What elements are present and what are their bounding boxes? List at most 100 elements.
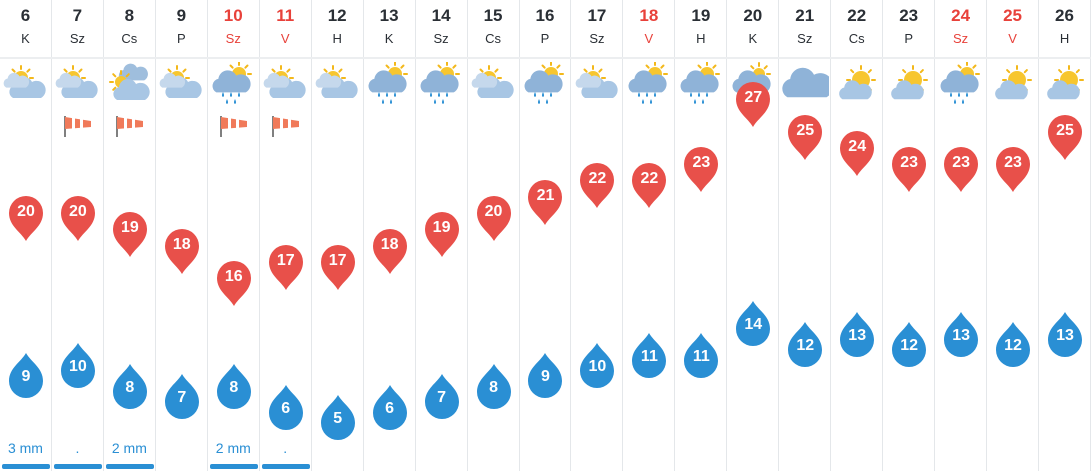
day-weekday: Cs (121, 31, 138, 46)
day-column[interactable]: 12 H 17 5 (312, 0, 364, 471)
day-column[interactable]: 16 P 21 9 (520, 0, 572, 471)
sun-rain-icon (417, 61, 465, 110)
precipitation-bar (2, 464, 50, 469)
day-column[interactable]: 20 K 27 14 (727, 0, 780, 471)
day-weekday: H (696, 31, 706, 46)
low-temp-marker: 13 (839, 311, 875, 357)
day-date: 17 (587, 6, 607, 25)
day-column[interactable]: 24 Sz 23 13 (935, 0, 988, 471)
day-column[interactable]: 26 H 25 13 (1039, 0, 1091, 471)
high-temp-value: 20 (69, 203, 87, 220)
day-weekday: P (540, 31, 550, 46)
sun-rain-icon (521, 61, 569, 110)
day-column[interactable]: 10 Sz 16 8 2 mm (208, 0, 260, 471)
low-temp-marker: 5 (320, 394, 356, 440)
partly-cloudy-icon (573, 62, 621, 110)
day-column[interactable]: 17 Sz 22 10 (571, 0, 624, 471)
sunny-cloud-icon (1041, 62, 1089, 110)
day-column[interactable]: 14 Sz 19 7 (416, 0, 468, 471)
day-column[interactable]: 6 K 20 9 3 mm (0, 0, 52, 471)
high-temp-value: 16 (224, 268, 243, 286)
high-temp-marker: 20 (60, 196, 96, 242)
high-temp-value: 20 (17, 203, 35, 220)
cloudy-icon (781, 62, 833, 110)
day-weekday: Sz (589, 31, 605, 46)
partly-cloudy-icon (53, 62, 101, 110)
day-column[interactable]: 15 Cs 20 8 (468, 0, 520, 471)
day-column[interactable]: 7 Sz 20 10. (52, 0, 104, 471)
low-temp-value: 13 (1056, 326, 1074, 344)
high-temp-marker: 19 (424, 212, 460, 258)
header-divider (0, 57, 1091, 59)
partly-cloudy-icon (157, 62, 205, 110)
day-date: 12 (327, 6, 347, 25)
partly-cloudy-icon (313, 62, 361, 110)
day-weekday: K (21, 31, 30, 46)
day-column[interactable]: 13 K 18 6 (364, 0, 416, 471)
day-column[interactable]: 9 P 18 7 (156, 0, 208, 471)
sun-rain-icon (625, 61, 673, 110)
day-date: 14 (431, 6, 451, 25)
high-temp-value: 23 (900, 154, 919, 172)
high-temp-value: 19 (120, 219, 139, 237)
day-date: 21 (795, 6, 815, 25)
high-temp-value: 25 (1056, 121, 1074, 139)
day-weekday: H (332, 31, 342, 46)
day-date: 23 (899, 6, 919, 25)
low-temp-value: 5 (333, 410, 343, 427)
day-date: 22 (847, 6, 867, 25)
high-temp-marker: 20 (476, 196, 512, 242)
low-temp-value: 14 (744, 316, 763, 334)
partly-cloudy-icon (469, 62, 517, 110)
precipitation-bar (105, 464, 154, 469)
day-column[interactable]: 18 V 22 11 (623, 0, 676, 471)
day-date: 15 (483, 6, 503, 25)
day-column[interactable]: 23 P 23 12 (883, 0, 936, 471)
high-temp-marker: 16 (216, 261, 252, 307)
low-temp-marker: 8 (476, 363, 512, 409)
high-temp-marker: 23 (995, 147, 1031, 193)
high-temp-marker: 20 (8, 196, 44, 242)
precipitation-amount: 2 mm (111, 440, 147, 456)
low-temp-marker: 12 (891, 321, 927, 368)
low-temp-value: 12 (900, 337, 919, 355)
high-temp-marker: 23 (683, 147, 719, 193)
high-temp-marker: 21 (527, 179, 563, 226)
low-temp-value: 6 (385, 399, 395, 417)
precipitation-amount: 3 mm (7, 440, 43, 456)
day-weekday: Cs (485, 31, 501, 46)
high-temp-value: 27 (744, 88, 763, 106)
precipitation-bar (53, 464, 102, 469)
day-column[interactable]: 21 Sz 25 12 (779, 0, 833, 471)
day-weekday: H (1059, 31, 1070, 46)
day-weekday: K (748, 31, 758, 46)
high-temp-marker: 25 (1047, 114, 1083, 161)
high-temp-marker: 18 (372, 228, 408, 275)
low-temp-value: 10 (588, 358, 607, 375)
high-temp-marker: 25 (787, 114, 823, 161)
sun-rain-icon (677, 61, 725, 110)
high-temp-value: 18 (172, 235, 191, 253)
day-date: 8 (124, 6, 135, 25)
day-weekday: Sz (225, 31, 241, 46)
low-temp-value: 8 (125, 378, 135, 396)
low-temp-marker: 11 (631, 332, 667, 378)
day-column[interactable]: 8 Cs 19 8 2 mm (104, 0, 156, 471)
day-weekday: Sz (953, 31, 969, 46)
day-weekday: Cs (848, 31, 865, 46)
low-temp-marker: 13 (1047, 311, 1083, 357)
high-temp-value: 21 (536, 186, 555, 204)
day-column[interactable]: 25 V 23 12 (987, 0, 1040, 471)
day-weekday: K (384, 31, 394, 46)
low-temp-marker: 8 (216, 363, 252, 409)
low-temp-value: 7 (177, 389, 187, 407)
precipitation-amount: . (75, 440, 80, 456)
low-temp-value: 11 (692, 347, 710, 365)
day-column[interactable]: 22 Cs 24 13 (831, 0, 884, 471)
high-temp-value: 23 (952, 154, 970, 172)
day-column[interactable]: 11 V 17 6. (260, 0, 312, 471)
high-temp-value: 17 (328, 251, 347, 269)
day-column[interactable]: 19 H 23 11 (675, 0, 728, 471)
day-date: 26 (1055, 6, 1074, 25)
